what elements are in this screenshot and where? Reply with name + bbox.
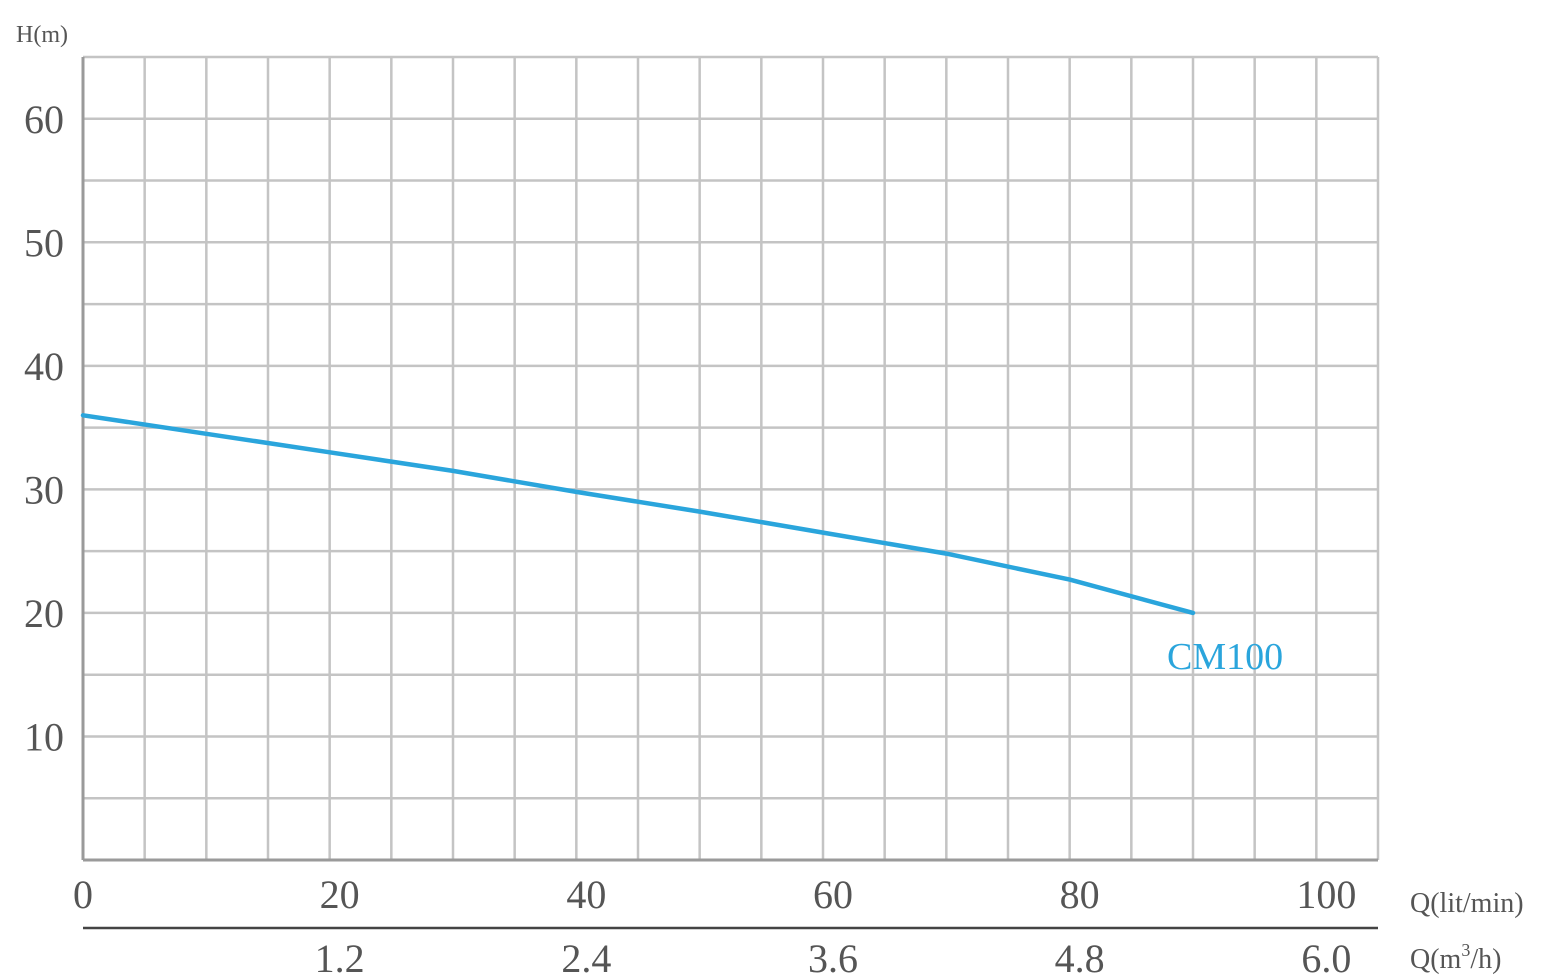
axes: [81, 57, 1378, 930]
x-secondary-tick-label: 6.0: [1301, 936, 1351, 980]
series-line-cm100: [80, 413, 1196, 616]
x-tick-label: 100: [1296, 872, 1356, 917]
y-tick-label: 60: [24, 97, 64, 142]
superscript-3: 3: [1461, 940, 1470, 960]
labels-layer: H(m) Q(lit/min) Q(m3/h) 10 20 30 40 50 60 0 20 4…: [16, 22, 1524, 980]
x-tick-label: 60: [813, 872, 853, 917]
y-axis-label: H(m): [16, 22, 68, 48]
y-tick-label: 30: [24, 467, 64, 512]
series-layer: [80, 413, 1196, 616]
series-label: CM100: [1167, 636, 1283, 678]
grid-lines: [83, 55, 1380, 860]
x-tick-label: 20: [320, 872, 360, 917]
y-tick-label: 20: [24, 591, 64, 636]
x-axis-label: Q(lit/min): [1410, 888, 1524, 919]
y-tick-label: 40: [24, 344, 64, 389]
y-tick-label: 50: [24, 220, 64, 265]
x-secondary-tick-label: 2.4: [561, 936, 611, 980]
x-secondary-tick-label: 4.8: [1055, 936, 1105, 980]
x-secondary-tick-label: 1.2: [315, 936, 365, 980]
y-tick-label: 10: [24, 714, 64, 759]
x-tick-label: 80: [1060, 872, 1100, 917]
x-tick-label: 40: [566, 872, 606, 917]
x-axis-secondary-label: Q(m3/h): [1410, 940, 1501, 975]
x-secondary-tick-label: 3.6: [808, 936, 858, 980]
x-tick-label: 0: [73, 872, 93, 917]
